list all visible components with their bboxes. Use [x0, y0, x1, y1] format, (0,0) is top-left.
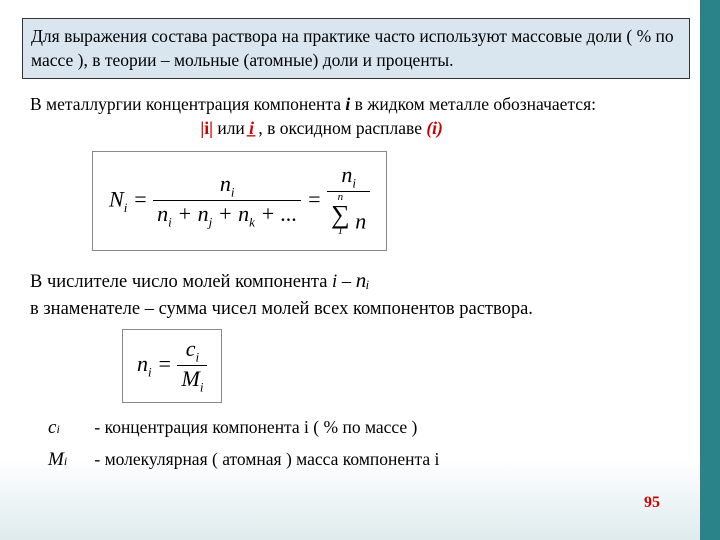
notation-or: или [217, 118, 249, 138]
side-stripe [700, 0, 720, 540]
f1-d1ck: k [249, 215, 255, 230]
def-m-sym: Mi [48, 449, 90, 471]
page-number: 95 [644, 494, 660, 512]
f1-Ni: i [124, 199, 128, 214]
def-m-sub: i [64, 454, 67, 468]
exp-l1ni: nᵢ [356, 268, 370, 292]
formula2-wrap: ni = ci Mi [122, 329, 690, 403]
intro-box: Для выражения состава раствора на практи… [22, 18, 690, 79]
f2-frac: ci Mi [177, 336, 207, 396]
formula1-wrap: Ni = ni ni + nj + nk + ... = ni [92, 151, 690, 252]
exp-l1a: В числителе число молей компонента [30, 272, 332, 292]
explain-block: В числителе число молей компонента i – n… [22, 265, 690, 323]
f1-dots: + ... [260, 201, 297, 226]
def-c-text: - концентрация компонента i ( % по массе… [94, 417, 417, 437]
f1-eq2: = [307, 186, 327, 211]
f1-d1a: n [157, 201, 168, 226]
sigma-sign: ∑ [331, 203, 350, 226]
notation-l1b: в жидком металле обозначается: [350, 94, 596, 114]
f1-frac2: ni n ∑ 1 n [327, 162, 370, 241]
f1-p2: + [218, 201, 238, 226]
formula2-box: ni = ci Mi [122, 329, 222, 403]
f2-Mi: i [200, 380, 204, 395]
f1-p1: + [177, 201, 197, 226]
sigma-block: n ∑ 1 [331, 192, 350, 237]
def-m-row: Mi - молекулярная ( атомная ) масса комп… [48, 449, 690, 471]
notation-istrike: i̲ [249, 118, 254, 138]
slide-content: Для выражения состава раствора на практи… [0, 0, 720, 471]
f2-c: c [186, 336, 196, 361]
f1-frac1: ni ni + nj + nk + ... [153, 171, 301, 231]
notation-l1a: В металлургии концентрация компонента [30, 94, 345, 114]
notation-li: |i| [200, 118, 213, 138]
def-c-sym: ci [48, 417, 90, 439]
f1-eq1: = [133, 186, 153, 211]
f2-ni: i [148, 364, 152, 379]
f1-d1bj: j [209, 215, 213, 230]
f2-ci: i [196, 349, 200, 364]
def-m-text: - молекулярная ( атомная ) масса компоне… [94, 449, 439, 469]
def-c-row: ci - концентрация компонента i ( % по ма… [48, 417, 690, 439]
f1-n1i: i [231, 184, 235, 199]
formula1-box: Ni = ni ni + nj + nk + ... = ni [92, 151, 387, 252]
f1-n1: n [220, 171, 231, 196]
f1-sn: n [355, 208, 366, 233]
intro-text: Для выражения состава раствора на практи… [31, 26, 674, 70]
exp-l1d: – [337, 272, 356, 292]
def-m-s: M [48, 449, 64, 470]
notation-comma: , в оксидном расплаве [258, 118, 426, 138]
exp-l2: в знаменателе – сумма чисел молей всех к… [30, 299, 533, 319]
notation-paren-i: (i) [426, 118, 443, 138]
f1-n2i: i [352, 175, 356, 190]
notation-paragraph: В металлургии концентрация компонента i … [22, 93, 690, 140]
f2-eq: = [157, 351, 177, 376]
f2-M: M [181, 366, 199, 391]
f1-d1ai: i [168, 215, 172, 230]
f1-n2: n [341, 162, 352, 187]
f1-d1c: n [238, 201, 249, 226]
definitions: ci - концентрация компонента i ( % по ма… [22, 417, 690, 471]
f1-d1b: n [198, 201, 209, 226]
f2-n: n [137, 351, 148, 376]
f1-N: N [109, 186, 124, 211]
def-c-sub: i [56, 422, 59, 436]
